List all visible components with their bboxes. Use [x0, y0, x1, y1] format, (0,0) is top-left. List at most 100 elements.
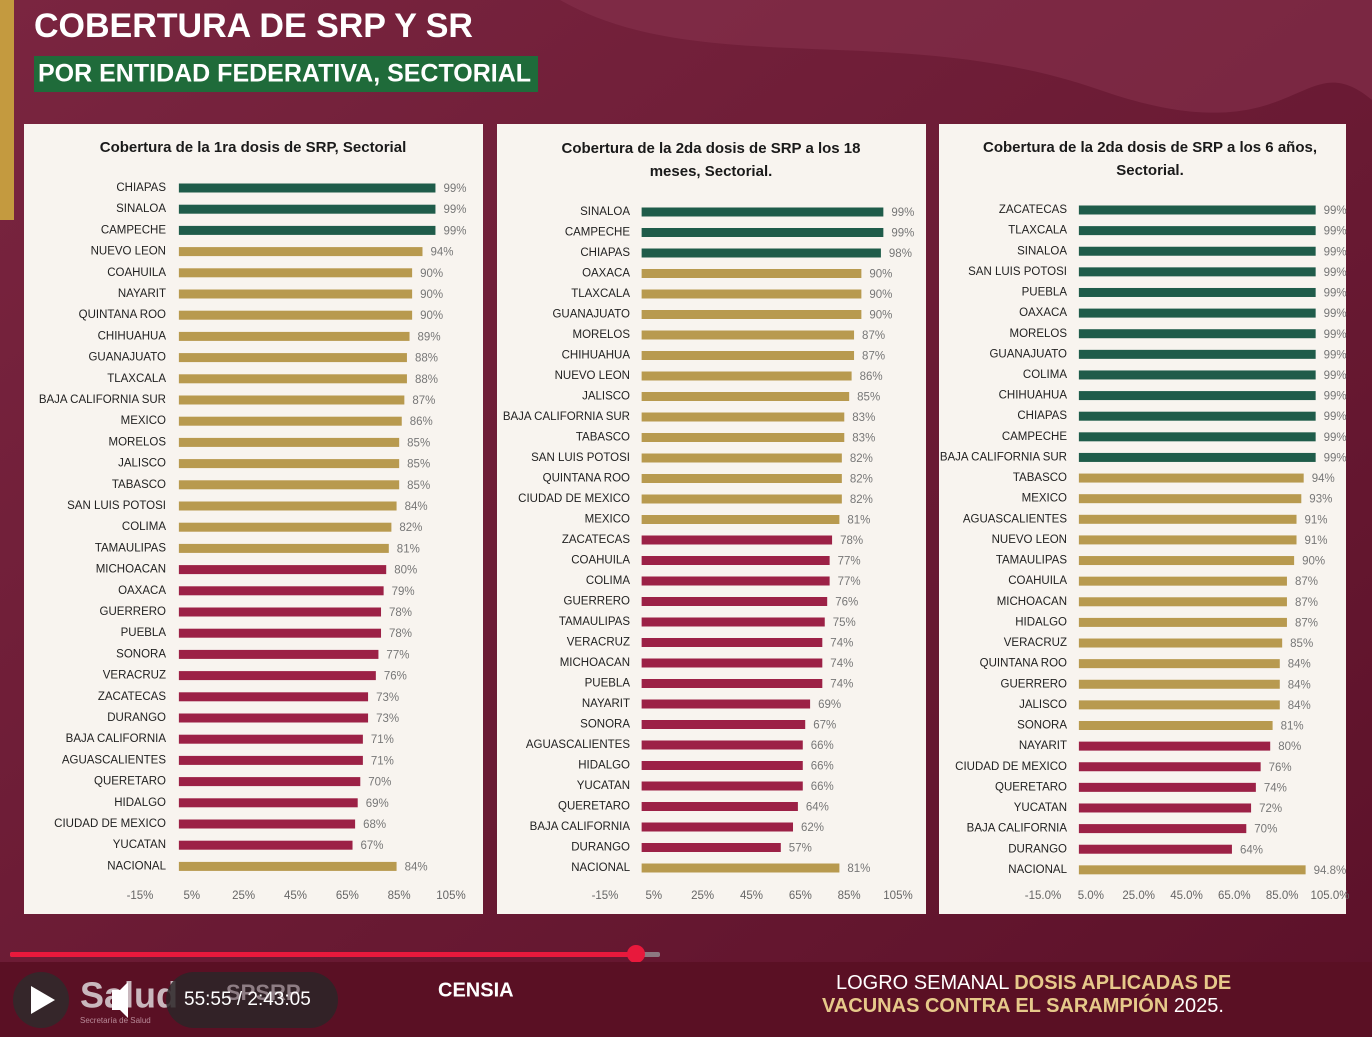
category-label: NAYARIT	[582, 698, 630, 710]
category-label: GUANAJUATO	[552, 309, 630, 321]
bar	[178, 819, 356, 829]
bar	[178, 522, 392, 532]
value-label: 90%	[869, 310, 892, 322]
category-label: TAMAULIPAS	[95, 542, 166, 554]
bar	[1078, 391, 1316, 401]
category-label: NACIONAL	[107, 860, 166, 872]
bar	[178, 416, 402, 426]
category-label: PUEBLA	[121, 627, 167, 639]
bar	[178, 798, 358, 808]
value-label: 84%	[1288, 659, 1311, 671]
value-label: 79%	[392, 586, 415, 598]
value-label: 69%	[818, 699, 841, 711]
value-label: 69%	[366, 798, 389, 810]
category-label: MORELOS	[1009, 328, 1067, 340]
category-label: SAN LUIS POTOSI	[531, 452, 630, 464]
bar	[178, 331, 410, 341]
bar	[1078, 824, 1247, 834]
bar	[178, 437, 400, 447]
bar	[178, 501, 397, 511]
bar	[178, 607, 382, 617]
x-tick-label: 25.0%	[1122, 890, 1155, 902]
bar	[1078, 246, 1316, 256]
category-label: BAJA CALIFORNIA SUR	[503, 411, 630, 423]
bar	[178, 628, 382, 638]
value-label: 99%	[1324, 288, 1347, 300]
bar	[641, 863, 840, 873]
bar	[178, 204, 436, 214]
value-label: 94%	[430, 247, 453, 259]
x-tick-label: 85%	[838, 890, 861, 902]
bar	[178, 289, 413, 299]
x-tick-label: 45%	[284, 890, 307, 902]
category-label: CHIAPAS	[580, 247, 630, 259]
footer-text: VACUNAS CONTRA EL SARAMPIÓN	[822, 993, 1168, 1017]
bar	[178, 734, 363, 744]
footer-line2: VACUNAS CONTRA EL SARAMPIÓN 2025.	[822, 993, 1224, 1017]
category-label: SONORA	[1017, 720, 1067, 732]
bar	[641, 679, 823, 688]
x-tick-label: 105%	[436, 890, 465, 902]
value-label: 70%	[1254, 824, 1277, 836]
category-label: TAMAULIPAS	[996, 555, 1067, 567]
category-label: TABASCO	[1013, 472, 1067, 484]
value-label: 57%	[789, 843, 812, 855]
bar	[1078, 556, 1295, 566]
progress-handle[interactable]	[627, 945, 645, 963]
value-label: 70%	[368, 777, 391, 789]
value-label: 90%	[1302, 556, 1325, 568]
category-label: SONORA	[116, 648, 166, 660]
value-label: 66%	[811, 781, 834, 793]
category-label: MEXICO	[121, 415, 166, 427]
chart-title: Cobertura de la 2da dosis de SRP a los 6…	[983, 139, 1317, 156]
bar	[1078, 432, 1316, 442]
category-label: NACIONAL	[571, 862, 630, 874]
category-label: CHIHUAHUA	[562, 350, 631, 362]
bar	[178, 310, 413, 320]
page-title: COBERTURA DE SRP Y SR	[34, 7, 473, 45]
value-label: 99%	[1324, 267, 1347, 279]
value-label: 64%	[1240, 844, 1263, 856]
category-label: CAMPECHE	[1002, 431, 1068, 443]
bar	[1078, 308, 1316, 318]
category-label: MORELOS	[108, 436, 166, 448]
value-label: 84%	[1288, 700, 1311, 712]
bar	[178, 374, 407, 384]
category-label: NUEVO LEON	[992, 534, 1067, 546]
value-label: 83%	[852, 433, 875, 445]
value-label: 84%	[405, 501, 428, 513]
value-label: 87%	[862, 330, 885, 342]
value-label: 84%	[1288, 679, 1311, 691]
category-label: COAHUILA	[1008, 575, 1067, 587]
value-label: 99%	[1324, 411, 1347, 423]
category-label: OAXACA	[582, 268, 630, 280]
value-label: 89%	[418, 331, 441, 343]
category-label: VERACRUZ	[1004, 637, 1067, 649]
category-label: MICHOACAN	[560, 657, 630, 669]
x-tick-label: 65%	[789, 890, 812, 902]
bar	[641, 371, 852, 381]
bar	[178, 543, 389, 553]
bar	[1078, 782, 1256, 792]
subtitle-bg	[34, 56, 538, 92]
category-label: TAMAULIPAS	[559, 616, 630, 628]
value-label: 99%	[1324, 452, 1347, 464]
bar	[1078, 844, 1232, 854]
x-tick-label: -15%	[127, 890, 154, 902]
volume-icon[interactable]	[112, 982, 128, 1018]
bar	[178, 395, 405, 405]
value-label: 74%	[830, 679, 853, 691]
x-tick-label: 85.0%	[1266, 890, 1299, 902]
bar	[178, 671, 376, 681]
value-label: 99%	[443, 204, 466, 216]
panel	[24, 124, 483, 914]
category-label: HIDALGO	[1015, 616, 1067, 628]
category-label: CHIAPAS	[1017, 410, 1067, 422]
value-label: 71%	[371, 734, 394, 746]
time-display: 55:55 / 2:43:05	[184, 989, 311, 1010]
bar	[1078, 803, 1252, 813]
category-label: JALISCO	[1019, 699, 1067, 711]
category-label: SINALOA	[1017, 245, 1067, 257]
value-label: 87%	[412, 395, 435, 407]
